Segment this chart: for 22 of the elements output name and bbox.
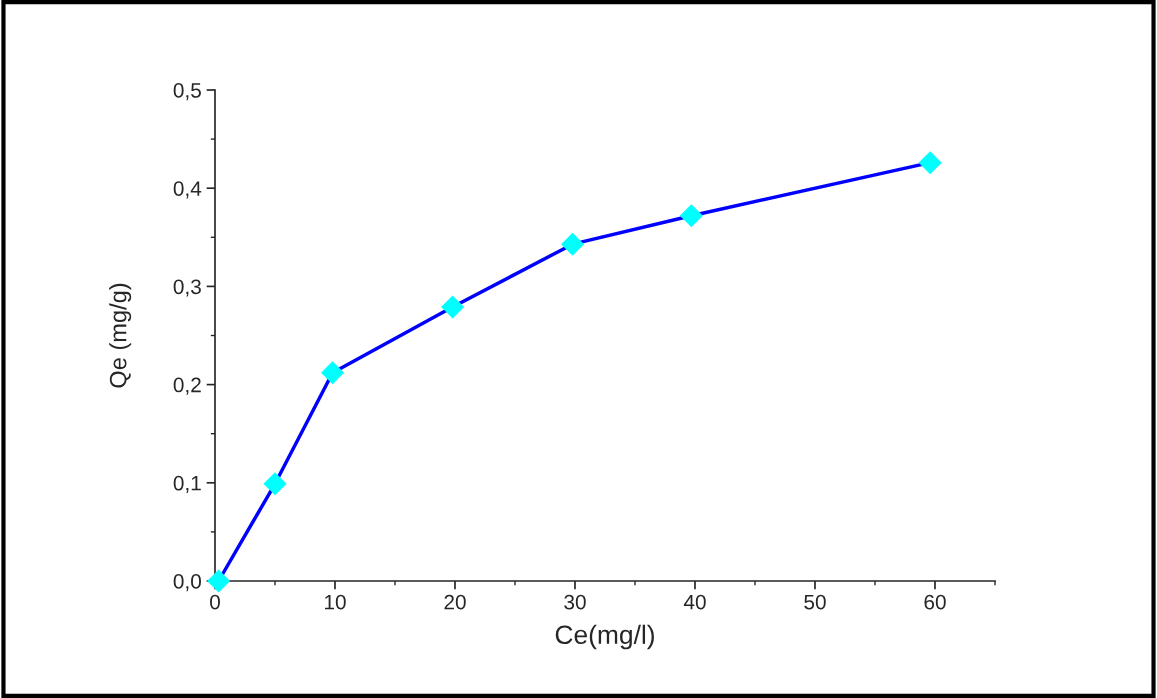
point bbox=[207, 569, 230, 593]
y-tick-label: 0,2 bbox=[173, 377, 201, 395]
point bbox=[918, 151, 942, 174]
y-axis-title: Qe (mg/g) bbox=[109, 283, 132, 388]
x-tick-label: 40 bbox=[683, 594, 706, 610]
point bbox=[680, 204, 703, 228]
x-tick-label: 0 bbox=[210, 594, 220, 610]
x-axis-title: Ce(mg/l) bbox=[555, 624, 654, 650]
y-tick-label: 0,4 bbox=[173, 181, 202, 199]
y-tick-label: 0,1 bbox=[173, 475, 201, 494]
point bbox=[561, 232, 584, 256]
x-tick-label: 30 bbox=[564, 594, 586, 610]
y-tick-label: 0,5 bbox=[173, 83, 201, 101]
x-tick-label: 60 bbox=[924, 594, 946, 610]
x-tick-label: 50 bbox=[804, 594, 826, 610]
x-tick-label: 10 bbox=[325, 594, 346, 610]
point bbox=[263, 472, 287, 496]
point bbox=[321, 361, 344, 385]
point bbox=[441, 295, 464, 319]
y-tick-label: 0,3 bbox=[173, 279, 201, 297]
y-tick-label: 0,0 bbox=[173, 574, 201, 592]
x-tick-label: 20 bbox=[444, 594, 466, 610]
